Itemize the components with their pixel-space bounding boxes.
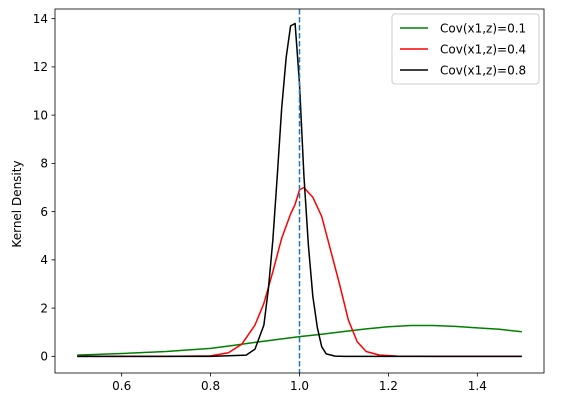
y-tick-label: 10	[33, 108, 48, 122]
axes: 0.6 0.8 1.0 1.2 1.4 0 2 4 6 8 10 12 14	[33, 8, 545, 393]
y-tick-label: 8	[40, 157, 48, 171]
y-tick-label: 2	[40, 301, 48, 315]
y-tick-label: 12	[33, 60, 48, 74]
series-line-1	[77, 324, 522, 356]
x-tick-label: 0.8	[201, 379, 220, 393]
x-tick-label: 0.6	[112, 379, 131, 393]
y-tick-label: 4	[40, 253, 48, 267]
legend-label-2: Cov(x1,z)=0.4	[440, 42, 526, 56]
plot-area	[77, 9, 522, 373]
x-tick-label: 1.0	[290, 379, 309, 393]
y-tick-label: 14	[33, 12, 48, 26]
legend: Cov(x1,z)=0.1 Cov(x1,z)=0.4 Cov(x1,z)=0.8	[391, 13, 540, 85]
x-tick-label: 1.4	[468, 379, 487, 393]
legend-box	[391, 13, 540, 85]
y-tick-label: 6	[40, 205, 48, 219]
series-line-3	[77, 22, 522, 358]
y-axis-label: Kernel Density	[10, 160, 24, 247]
legend-label-3: Cov(x1,z)=0.8	[440, 63, 526, 77]
x-tick-label: 1.2	[379, 379, 398, 393]
y-tick-label: 0	[40, 350, 48, 364]
series-line-2	[77, 186, 522, 358]
legend-label-1: Cov(x1,z)=0.1	[440, 21, 526, 35]
